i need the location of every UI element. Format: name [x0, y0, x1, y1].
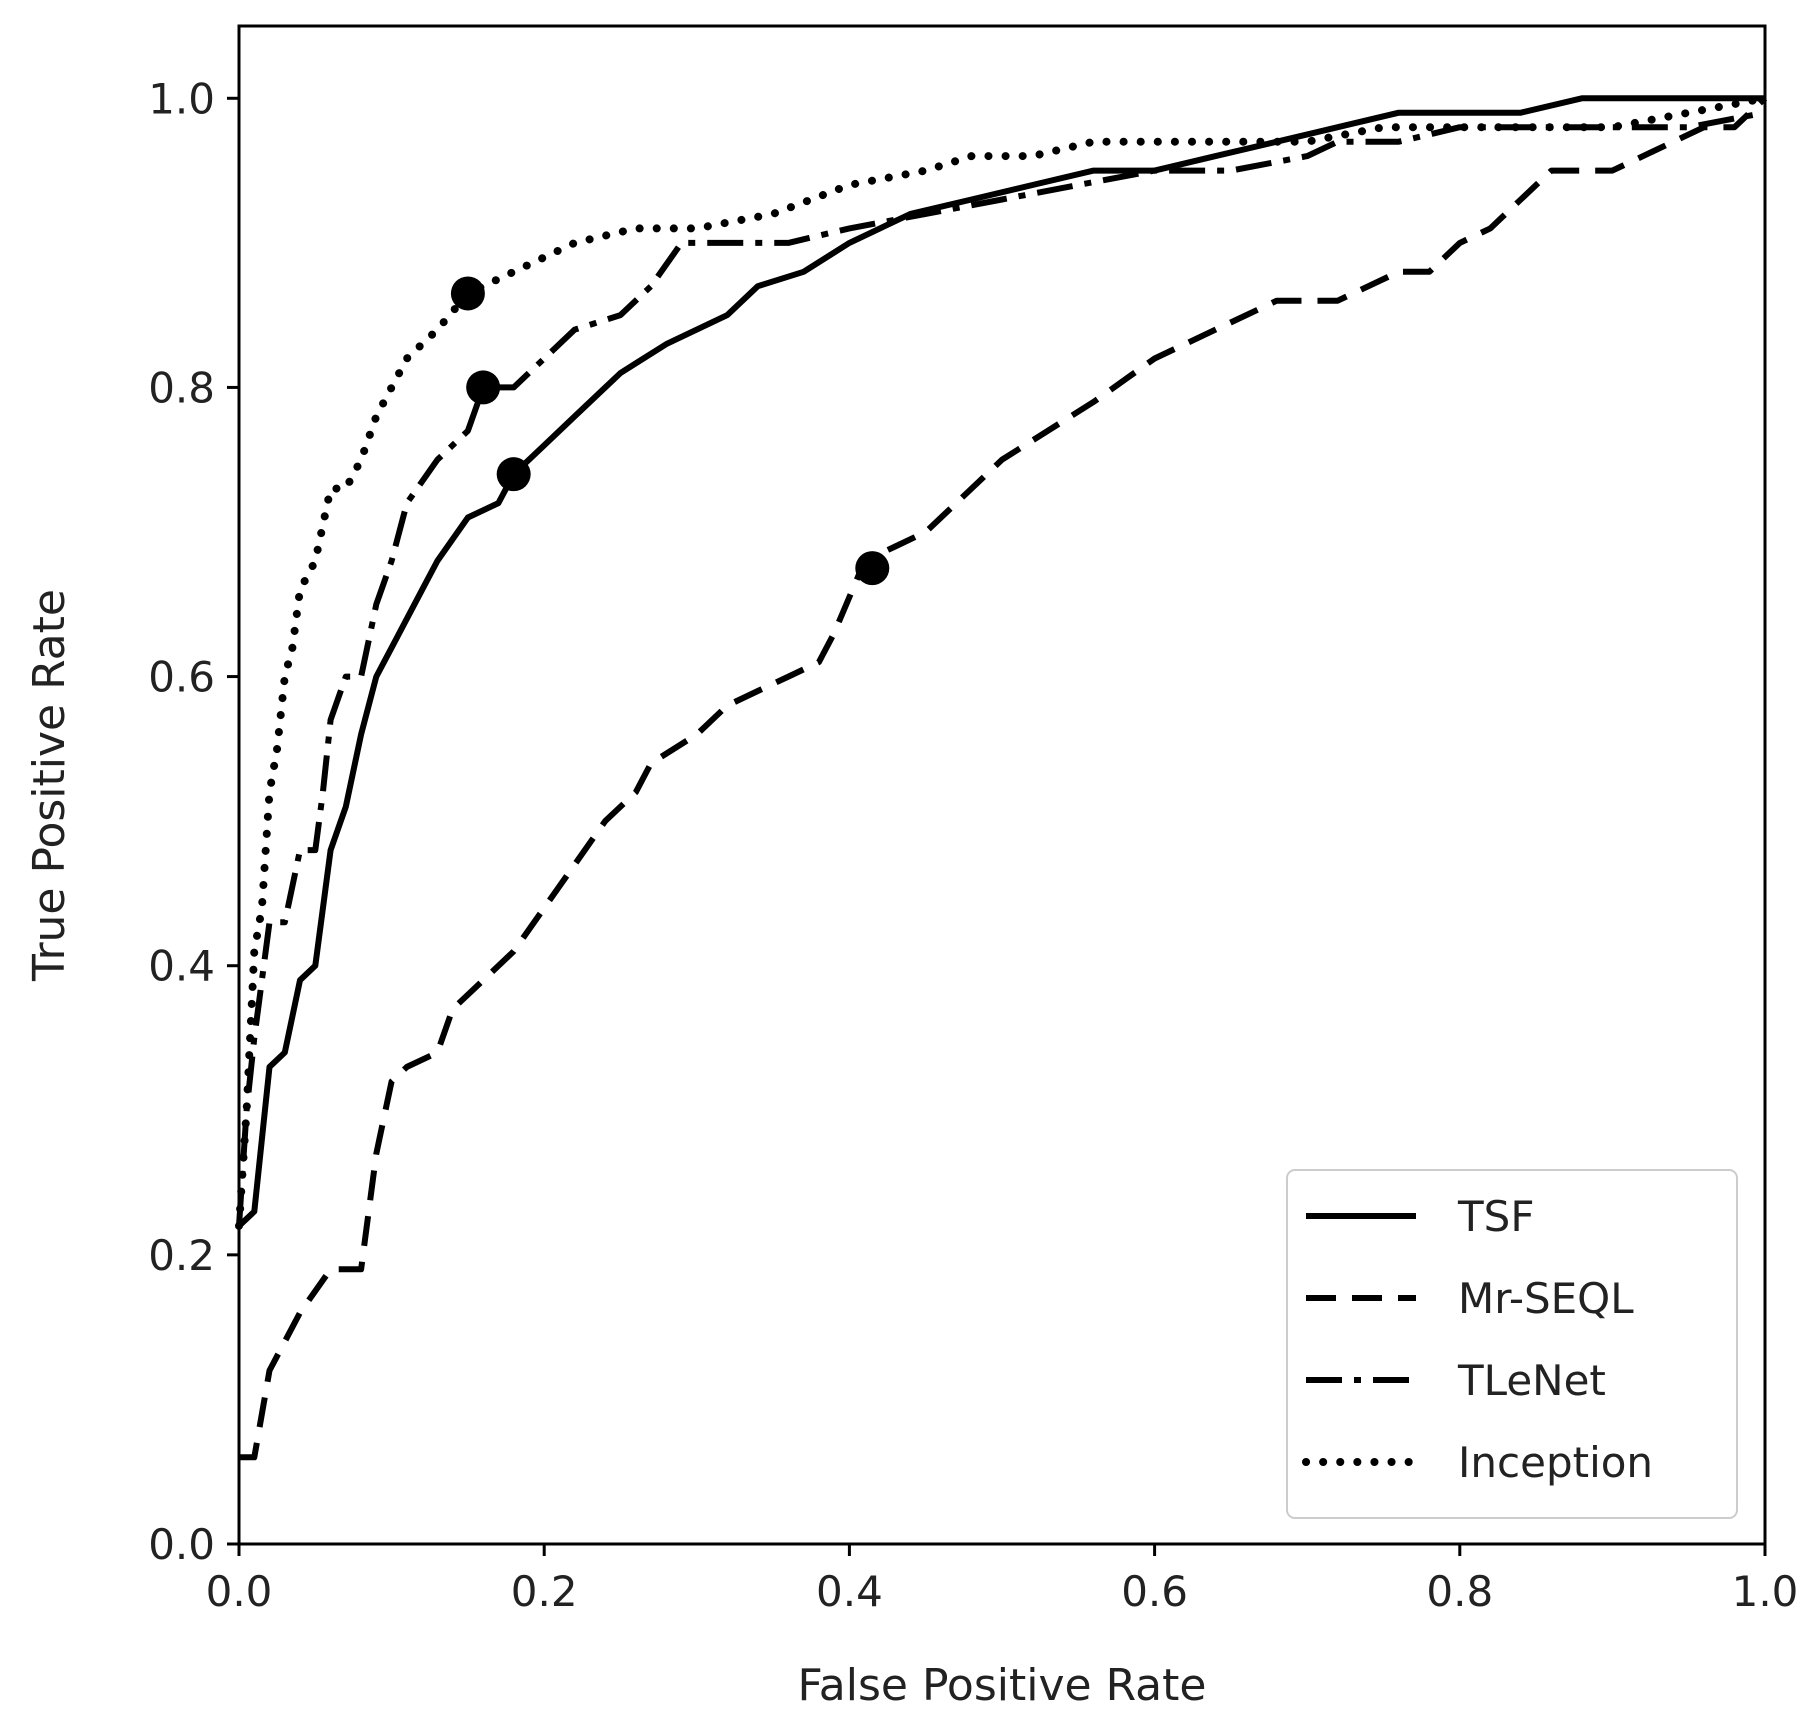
operating-point-mr-seql — [855, 551, 890, 586]
marker-layer — [450, 276, 890, 586]
legend-label-mr-seql: Mr-SEQL — [1458, 1274, 1634, 1323]
x-tick-label: 0.8 — [1426, 1567, 1493, 1616]
y-tick-label: 0.2 — [148, 1231, 215, 1280]
legend-box — [1286, 1169, 1738, 1519]
series-line-inception — [235, 94, 1769, 1230]
x-tick-label: 0.2 — [511, 1567, 578, 1616]
legend-items: TSF Mr-SEQL TLeNet Inception — [1302, 1192, 1653, 1487]
x-axis-title: False Positive Rate — [798, 1660, 1207, 1711]
x-axis-ticks: 0.0 0.2 0.4 0.6 0.8 1.0 — [206, 1544, 1799, 1616]
operating-point-tlenet — [466, 370, 501, 405]
plot-area-frame — [237, 24, 1767, 1546]
series-layer — [235, 94, 1769, 1461]
y-tick-label: 0.6 — [148, 653, 215, 702]
x-tick-label: 0.4 — [816, 1567, 883, 1616]
series-line-tsf — [236, 95, 1765, 1229]
x-tick-label: 0.6 — [1121, 1567, 1188, 1616]
x-tick-label: 1.0 — [1732, 1567, 1799, 1616]
y-axis-title: True Positive Rate — [24, 589, 75, 982]
x-tick-label: 0.0 — [206, 1567, 273, 1616]
operating-point-tsf — [496, 457, 531, 492]
legend: TSF Mr-SEQL TLeNet Inception — [1286, 1169, 1738, 1519]
y-tick-label: 0.0 — [148, 1520, 215, 1569]
operating-point-inception — [450, 276, 485, 311]
series-line-tlenet — [236, 109, 1766, 1227]
y-axis-ticks: 0.0 0.2 0.4 0.6 0.8 1.0 — [148, 74, 239, 1569]
series-line-mr-seql — [239, 96, 1768, 1461]
legend-label-inception: Inception — [1458, 1438, 1653, 1487]
legend-label-tsf: TSF — [1457, 1192, 1534, 1241]
y-tick-label: 0.4 — [148, 942, 215, 991]
legend-label-tlenet: TLeNet — [1457, 1356, 1606, 1405]
y-tick-label: 0.8 — [148, 363, 215, 412]
y-tick-label: 1.0 — [148, 74, 215, 123]
